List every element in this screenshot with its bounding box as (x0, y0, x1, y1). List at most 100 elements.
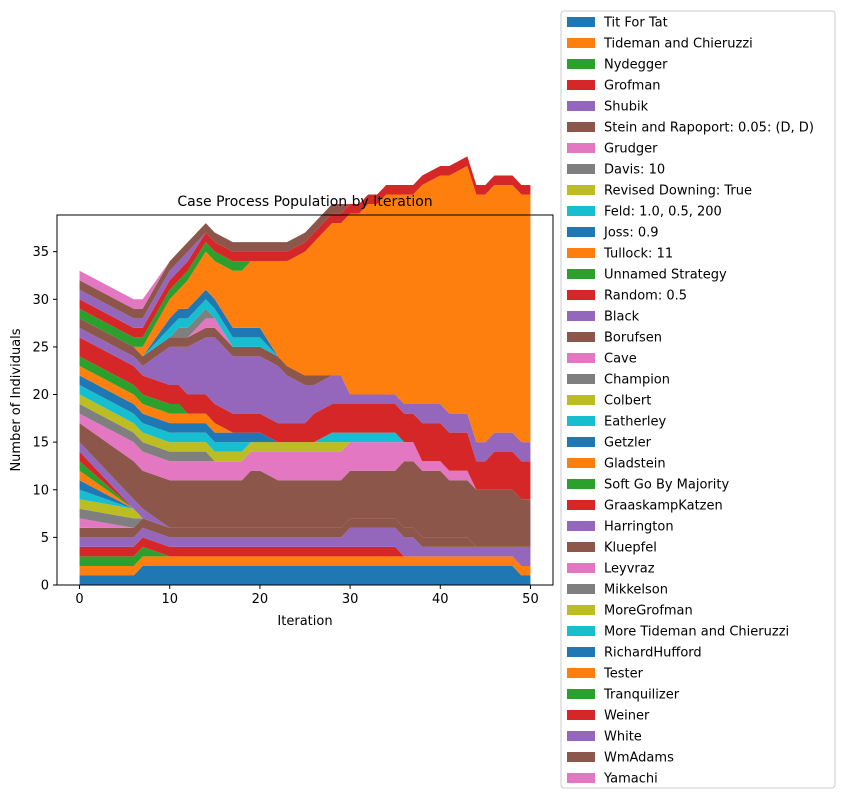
y-tick-label: 0 (41, 579, 49, 594)
legend-label: Eatherley (604, 415, 666, 430)
legend-swatch (567, 458, 595, 468)
legend-label: Mikkelson (604, 583, 668, 598)
x-tick-label: 10 (161, 592, 178, 607)
legend-swatch (567, 647, 595, 657)
legend-label: More Tideman and Chieruzzi (604, 625, 789, 640)
y-tick-label: 25 (32, 340, 49, 355)
y-tick-label: 15 (32, 436, 49, 451)
x-tick-label: 50 (522, 592, 539, 607)
legend-swatch (567, 353, 595, 363)
legend-label: MoreGrofman (604, 604, 693, 619)
legend-label: Joss: 0.9 (603, 226, 659, 241)
area-tit-for-tat (79, 565, 531, 585)
y-tick-label: 20 (32, 388, 49, 403)
area-stein-and-rapoport-0-05-d-d (79, 518, 531, 547)
legend-label: Tit For Tat (603, 16, 668, 31)
legend-label: Cave (604, 352, 637, 367)
legend-label: Grudger (604, 142, 658, 157)
legend-swatch (567, 311, 595, 321)
area-graaskampkatzen (79, 337, 531, 500)
y-axis-label: Number of Individuals (9, 328, 24, 471)
legend-label: RichardHufford (604, 646, 702, 661)
legend-label: Davis: 10 (604, 163, 665, 178)
legend-swatch (567, 521, 595, 531)
legend-swatch (567, 122, 595, 132)
legend-label: Yamachi (603, 772, 658, 787)
area-harrington (79, 327, 531, 462)
legend-swatch (567, 227, 595, 237)
legend-label: Champion (604, 373, 670, 388)
legend-swatch (567, 59, 595, 69)
legend-swatch (567, 626, 595, 636)
legend-swatch (567, 605, 595, 615)
legend-swatch (567, 101, 595, 111)
legend: Tit For Tat Tideman and Chieruzzi Nydegger… (560, 10, 836, 789)
legend-label: Feld: 1.0, 0.5, 200 (604, 205, 722, 220)
legend-swatch (567, 332, 595, 342)
legend-label: Colbert (604, 394, 651, 409)
legend-label: Grofman (604, 79, 661, 94)
legend-swatch (567, 143, 595, 153)
y-axis: 0 5 10 15 20 25 30 35 (32, 245, 57, 594)
area-borufsen (79, 423, 531, 547)
legend-swatch (567, 395, 595, 405)
legend-label: Leyvraz (604, 562, 655, 577)
legend-swatch (567, 374, 595, 384)
legend-label: Harrington (604, 520, 674, 535)
area-tester (79, 165, 531, 443)
x-tick-label: 20 (252, 592, 269, 607)
legend-swatch (567, 290, 595, 300)
area-nydegger (79, 546, 531, 566)
legend-swatch (567, 773, 595, 783)
y-tick-label: 30 (32, 293, 49, 308)
legend-swatch (567, 668, 595, 678)
legend-label: Getzler (604, 436, 652, 451)
area-kluepfel (79, 318, 531, 443)
legend-label: Tullock: 11 (603, 247, 673, 262)
legend-swatch (567, 584, 595, 594)
plot-frame (56, 214, 554, 586)
legend-frame (560, 10, 836, 789)
legend-label: Random: 0.5 (604, 289, 687, 304)
legend-label: Weiner (604, 709, 650, 724)
x-tick-label: 0 (75, 592, 83, 607)
area-weiner (79, 156, 531, 338)
legend-label: Black (604, 310, 640, 325)
area-cave (79, 413, 531, 500)
legend-swatch (567, 437, 595, 447)
legend-label: Stein and Rapoport: 0.05: (D, D) (604, 121, 814, 136)
area-shubik (79, 527, 531, 566)
legend-label: Tideman and Chieruzzi (603, 37, 753, 52)
area-tideman-and-chieruzzi (79, 556, 531, 576)
x-axis-label: Iteration (277, 614, 332, 629)
legend-label: Shubik (604, 100, 649, 115)
legend-label: Kluepfel (604, 541, 657, 556)
legend-swatch (567, 563, 595, 573)
legend-swatch (567, 416, 595, 426)
x-axis: 0 10 20 30 40 50 (75, 585, 539, 607)
legend-label: WmAdams (604, 751, 674, 766)
legend-swatch (567, 164, 595, 174)
legend-label: Gladstein (604, 457, 666, 472)
legend-swatch (567, 269, 595, 279)
chart-areas (79, 156, 531, 585)
legend-label: Unnamed Strategy (604, 268, 727, 283)
legend-swatch (567, 38, 595, 48)
legend-label: GraaskampKatzen (604, 499, 723, 514)
legend-swatch (567, 752, 595, 762)
legend-swatch (567, 542, 595, 552)
legend-label: White (604, 730, 642, 745)
legend-label: Soft Go By Majority (604, 478, 729, 493)
legend-swatch (567, 710, 595, 720)
area-grofman (79, 537, 531, 566)
legend-swatch (567, 80, 595, 90)
y-tick-label: 5 (41, 531, 49, 546)
chart-title: Case Process Population by Iteration (177, 194, 432, 210)
legend-label: Revised Downing: True (604, 184, 752, 199)
y-tick-label: 35 (32, 245, 49, 260)
area-wmadams (79, 156, 531, 319)
legend-swatch (567, 206, 595, 216)
area-colbert (79, 394, 531, 500)
legend-swatch (567, 185, 595, 195)
legend-swatch (567, 248, 595, 258)
